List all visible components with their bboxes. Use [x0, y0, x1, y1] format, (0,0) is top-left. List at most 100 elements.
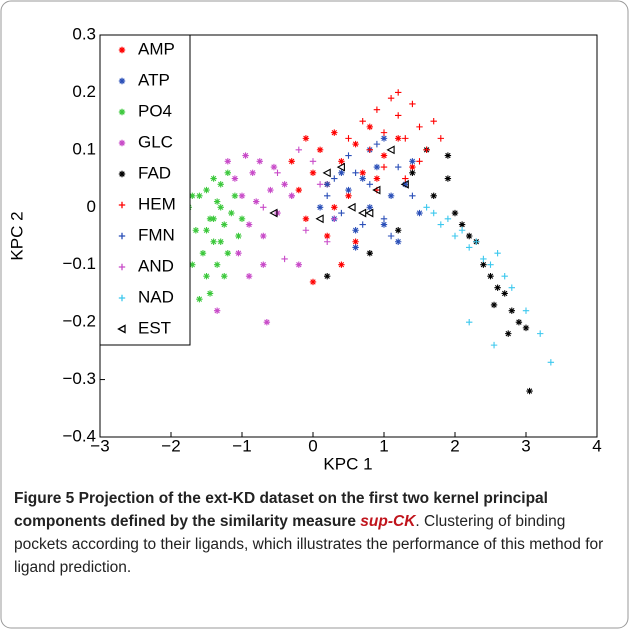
point	[423, 204, 430, 211]
point	[260, 204, 267, 211]
point	[217, 181, 224, 188]
y-tick-label: 0.3	[72, 24, 96, 43]
point	[336, 162, 345, 172]
point	[288, 158, 295, 165]
legend-marker	[118, 201, 126, 209]
point	[466, 318, 473, 326]
point	[203, 227, 210, 234]
point	[245, 221, 253, 228]
point	[331, 175, 338, 182]
point	[473, 238, 480, 245]
point	[274, 169, 281, 177]
point	[206, 290, 214, 297]
point	[324, 181, 331, 188]
x-tick-label: 3	[521, 436, 530, 455]
legend-marker	[118, 294, 126, 302]
legend-label: EST	[138, 318, 171, 337]
legend-label: ATP	[138, 70, 170, 89]
point	[221, 273, 228, 280]
point	[235, 250, 242, 257]
y-tick-label: −0.1	[62, 254, 96, 273]
x-tick-label: 2	[450, 436, 459, 455]
point	[487, 273, 494, 280]
point	[210, 175, 217, 182]
point	[430, 209, 437, 217]
point	[213, 307, 221, 314]
point	[430, 192, 437, 199]
point	[338, 209, 345, 217]
point	[345, 192, 352, 199]
point	[373, 140, 381, 148]
y-axis-label: KPC 2	[7, 211, 26, 260]
legend-label: GLC	[138, 132, 173, 151]
y-tick-label: 0	[87, 197, 96, 216]
point	[347, 202, 356, 212]
caption-text: . Clustering of binding pockets accordin…	[14, 513, 604, 576]
legend-marker	[118, 263, 126, 271]
point	[324, 273, 331, 280]
point	[409, 169, 416, 177]
legend-marker	[118, 232, 126, 240]
caption-title: Projection of the ext-KD dataset on the …	[14, 490, 548, 530]
point	[395, 135, 402, 142]
point	[547, 359, 555, 366]
point	[331, 215, 338, 222]
point	[458, 227, 466, 234]
y-tick-label: 0.2	[72, 82, 96, 101]
points	[174, 89, 555, 395]
point	[430, 117, 437, 125]
point	[269, 208, 278, 218]
point	[224, 250, 231, 257]
point	[373, 163, 381, 171]
point	[380, 221, 388, 228]
y-tick-label: −0.3	[62, 369, 96, 388]
point	[213, 261, 221, 268]
x-tick-label: −2	[161, 436, 180, 455]
point	[228, 209, 235, 217]
point	[423, 146, 430, 154]
point	[373, 106, 381, 113]
point	[444, 152, 452, 159]
point	[451, 209, 459, 217]
point	[315, 214, 324, 224]
point	[235, 232, 242, 240]
point	[245, 273, 253, 280]
point	[345, 186, 352, 194]
point	[316, 146, 324, 154]
point	[537, 330, 544, 337]
point	[338, 158, 345, 165]
legend-label: AND	[138, 256, 174, 275]
y-tick-label: 0.1	[72, 139, 96, 158]
point	[409, 192, 416, 199]
x-tick-label: −3	[90, 436, 109, 455]
point	[373, 175, 381, 182]
point	[238, 192, 246, 199]
point	[487, 261, 494, 268]
point	[395, 89, 402, 96]
point	[309, 158, 317, 165]
point	[522, 307, 530, 314]
point	[359, 169, 366, 177]
point	[380, 215, 388, 222]
point	[324, 238, 331, 245]
point	[253, 198, 260, 205]
point	[505, 330, 512, 337]
point	[387, 192, 395, 199]
point	[345, 152, 352, 159]
point	[210, 215, 217, 222]
point	[302, 227, 310, 234]
point	[444, 215, 452, 222]
point	[189, 192, 196, 199]
point	[309, 278, 317, 286]
point	[295, 261, 302, 268]
point	[416, 209, 423, 217]
point	[386, 145, 395, 155]
point	[366, 250, 373, 257]
legend-marker	[118, 170, 126, 178]
point	[224, 169, 231, 177]
point	[358, 208, 367, 218]
y-tick-label: −0.4	[62, 426, 96, 445]
point	[522, 324, 530, 332]
caption-label: Figure 5	[14, 490, 75, 507]
point	[263, 318, 271, 326]
